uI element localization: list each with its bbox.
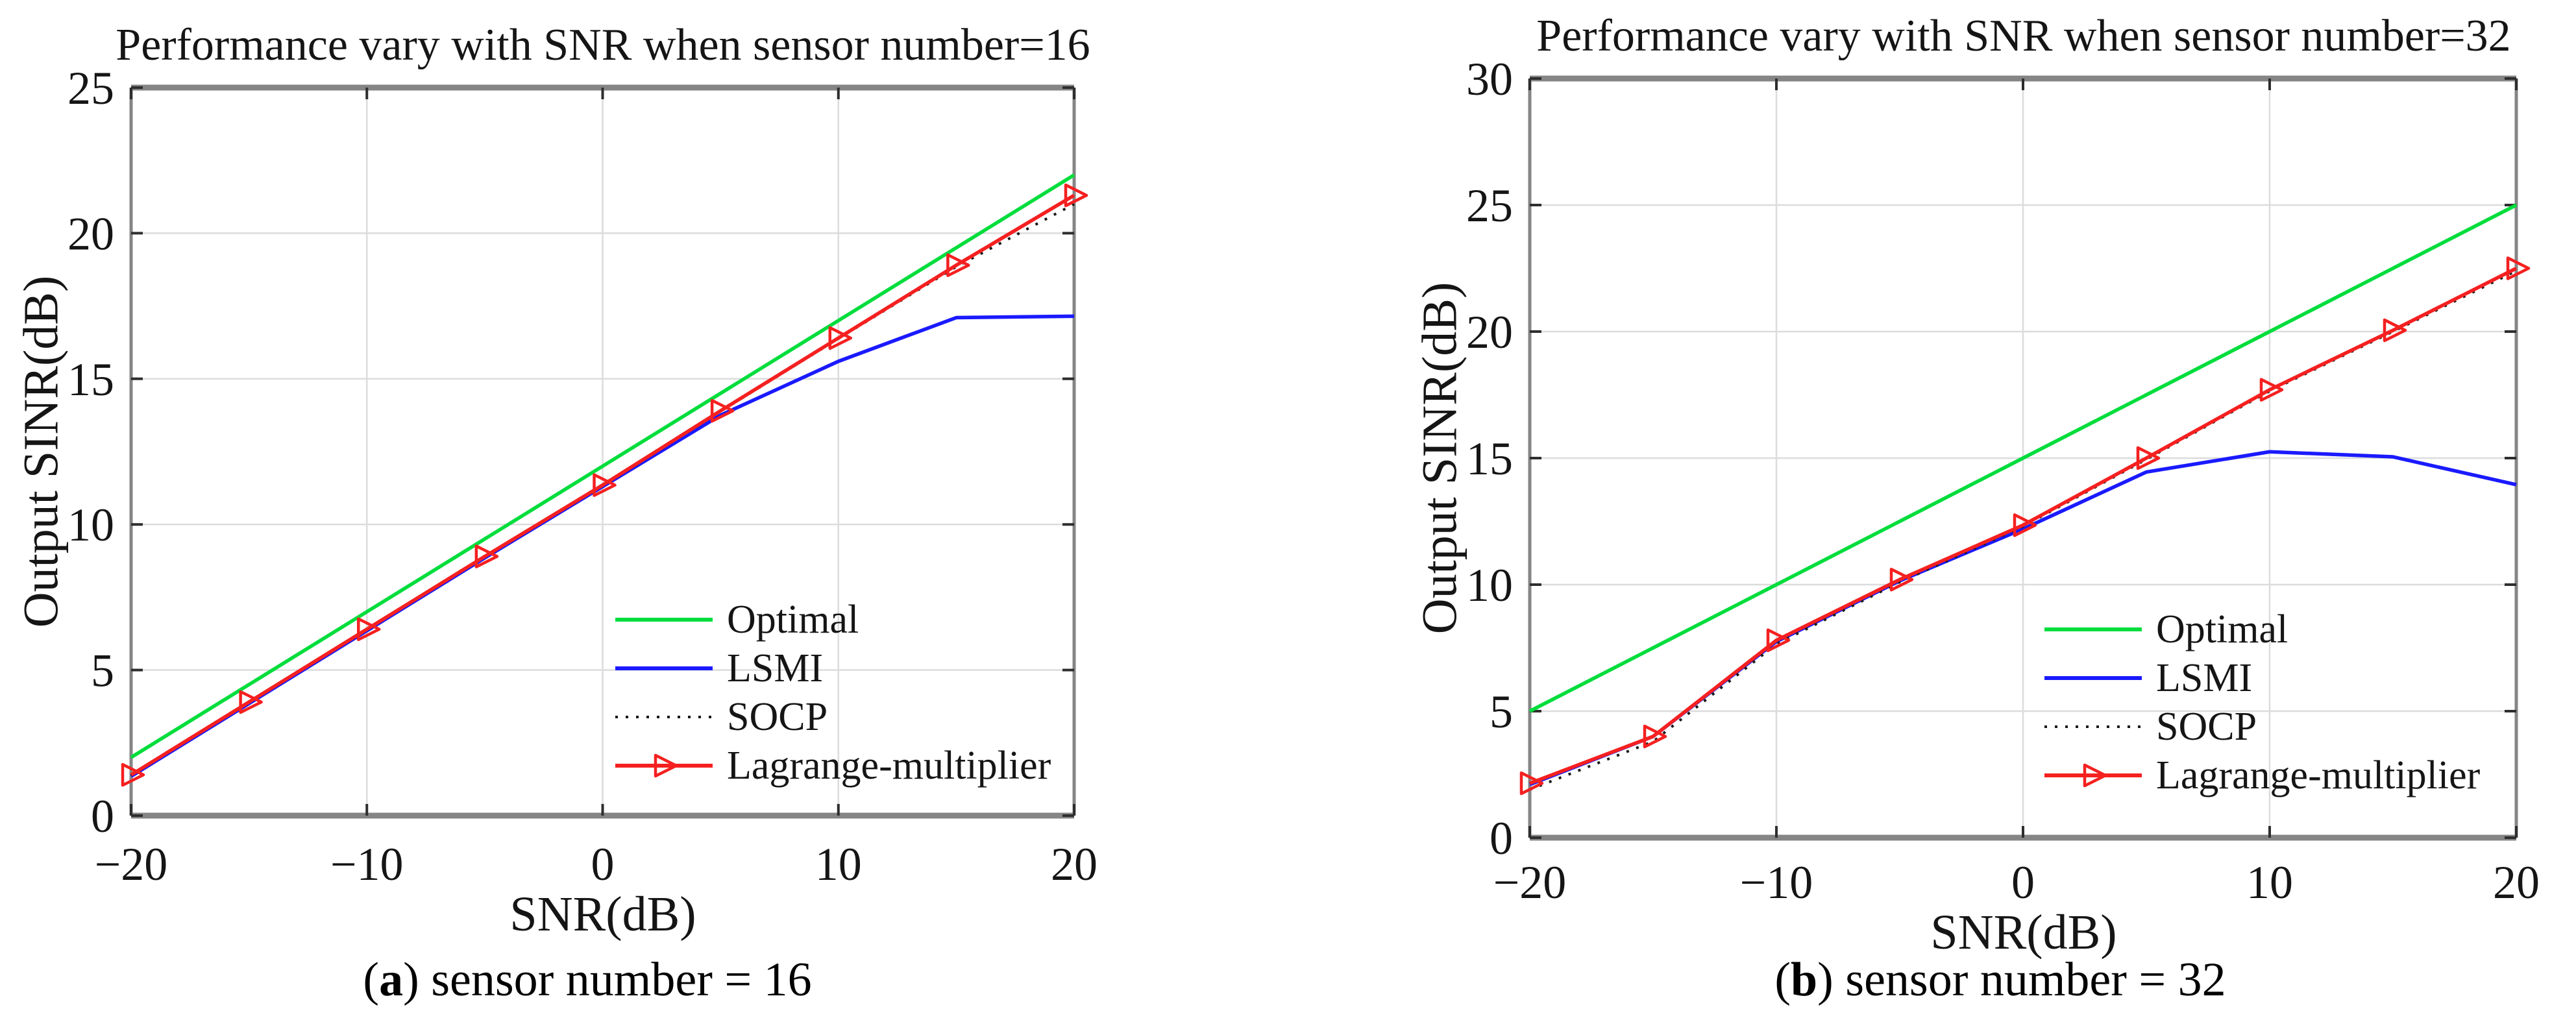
marker-triangle-right — [239, 690, 263, 714]
marker-triangle-right — [474, 544, 499, 568]
marker-triangle-right — [946, 253, 970, 278]
legend-line-sample — [2044, 763, 2142, 787]
marker-triangle-right — [1519, 771, 1544, 796]
marker-triangle-right — [1643, 724, 1667, 749]
legend-line-sample — [615, 715, 713, 718]
caption-b-letter: b — [1790, 953, 1818, 1006]
x-tick-label: 10 — [2246, 857, 2293, 908]
y-axis-label-a: Output SINR(dB) — [14, 275, 69, 628]
marker-triangle-right — [2506, 256, 2531, 280]
chart-title-b: Performance vary with SNR when sensor nu… — [1536, 11, 2511, 61]
legend-item-lagrange-multiplier: Lagrange-multiplier — [615, 741, 1051, 790]
y-axis-label-b: Output SINR(dB) — [1412, 282, 1467, 635]
legend-line-sample — [615, 617, 713, 622]
legend-b: Optimal LSMI SOCP Lagrange-multiplier — [2044, 605, 2480, 799]
caption-a-paren: ( — [363, 953, 380, 1006]
y-tick-label: 5 — [1490, 686, 1513, 738]
y-tick-label: 5 — [91, 645, 114, 697]
marker-triangle-right — [710, 398, 735, 423]
marker-triangle-right — [357, 617, 381, 642]
series-line-optimal — [1528, 203, 2518, 713]
legend-label: Lagrange-multiplier — [2156, 753, 2481, 797]
series-line-lagrange-multiplier — [1529, 267, 2518, 785]
marker-triangle-right — [2383, 318, 2407, 343]
legend-item-lsmi: LSMI — [2044, 653, 2480, 702]
y-tick-label: 15 — [1466, 433, 1513, 485]
x-tick-label: −20 — [95, 838, 168, 890]
x-tick-label: 0 — [591, 838, 615, 890]
y-tick-label: 0 — [1490, 812, 1513, 864]
caption-b-paren: ( — [1774, 953, 1791, 1006]
y-tick-label: 10 — [67, 499, 114, 551]
caption-a-text: ) sensor number = 16 — [403, 953, 812, 1006]
marker-triangle-right — [1889, 567, 1914, 592]
caption-b: (b) sensor number = 32 — [1774, 953, 2226, 1008]
caption-b-text: ) sensor number = 32 — [1817, 953, 2226, 1006]
legend-line-sample — [615, 666, 713, 670]
x-axis-label-b: SNR(dB) — [1930, 905, 2117, 960]
legend-a: Optimal LSMI SOCP Lagrange-multiplier — [615, 595, 1051, 790]
legend-item-optimal: Optimal — [2044, 605, 2480, 653]
chart-title-a: Performance vary with SNR when sensor nu… — [116, 20, 1090, 70]
x-tick-label: −10 — [1740, 857, 1813, 908]
legend-line-sample — [2044, 725, 2142, 728]
legend-label: SOCP — [2156, 704, 2257, 749]
x-tick-label: 20 — [2493, 857, 2540, 908]
legend-item-socp: SOCP — [2044, 702, 2480, 751]
legend-item-lsmi: LSMI — [615, 644, 1051, 692]
legend-item-optimal: Optimal — [615, 595, 1051, 644]
y-tick-label: 25 — [67, 62, 114, 114]
legend-label: Lagrange-multiplier — [727, 743, 1051, 788]
legend-line-sample — [2044, 675, 2142, 680]
legend-label: Optimal — [727, 597, 859, 642]
legend-label: LSMI — [2156, 655, 2253, 700]
series-line-lagrange-multiplier — [130, 193, 1075, 777]
marker-triangle-right — [2013, 513, 2037, 537]
x-tick-label: 20 — [1051, 838, 1098, 890]
series-line-optimal — [130, 173, 1075, 759]
marker-triangle-right — [2259, 378, 2284, 402]
caption-a-letter: a — [379, 953, 404, 1006]
marker-triangle-right — [121, 762, 145, 787]
x-tick-label: 10 — [815, 838, 862, 890]
y-tick-label: 0 — [91, 790, 114, 842]
legend-item-socp: SOCP — [615, 692, 1051, 741]
y-tick-label: 30 — [1466, 53, 1513, 105]
marker-triangle-right — [2136, 446, 2161, 470]
x-axis-label-a: SNR(dB) — [509, 887, 696, 942]
y-tick-label: 15 — [67, 354, 114, 406]
legend-line-sample — [615, 753, 713, 777]
legend-label: LSMI — [727, 646, 824, 690]
y-tick-label: 20 — [67, 208, 114, 260]
plot-area-b: −20 −10 0 10 20 0 5 10 15 20 25 30 — [1466, 53, 2540, 908]
caption-a: (a) sensor number = 16 — [363, 953, 811, 1008]
marker-triangle-right — [828, 326, 852, 350]
marker-triangle-right — [1766, 628, 1791, 653]
plot-area-a: −20 −10 0 10 20 0 5 10 15 20 25 — [67, 62, 1098, 890]
legend-label: SOCP — [727, 694, 828, 739]
y-tick-label: 25 — [1466, 180, 1513, 232]
x-tick-label: −10 — [330, 838, 404, 890]
legend-label: Optimal — [2156, 607, 2288, 651]
y-tick-label: 10 — [1466, 559, 1513, 611]
x-tick-label: 0 — [2011, 857, 2035, 908]
x-tick-label: −20 — [1493, 857, 1567, 908]
marker-triangle-right — [593, 473, 617, 497]
legend-item-lagrange-multiplier: Lagrange-multiplier — [2044, 751, 2480, 799]
marker-triangle-right — [1064, 183, 1088, 208]
legend-line-sample — [2044, 627, 2142, 631]
y-tick-label: 20 — [1466, 306, 1513, 358]
